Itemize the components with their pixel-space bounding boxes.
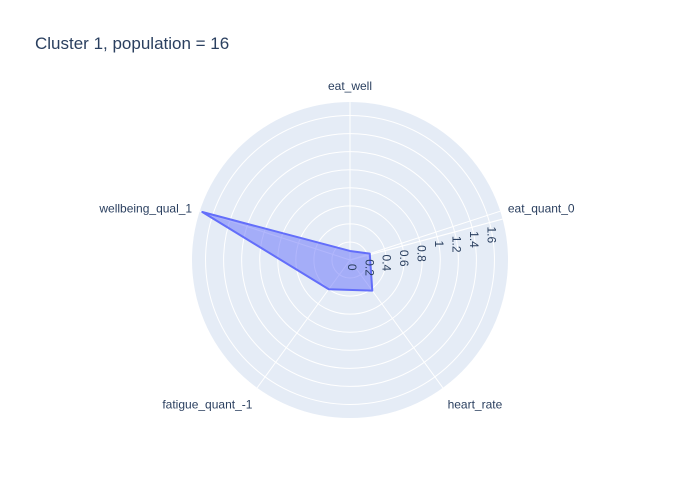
radial-tick-label: 1 — [432, 241, 446, 248]
series-polygon — [201, 211, 374, 292]
radial-tick-label: 1.6 — [484, 226, 498, 243]
radial-tick-label: 0.2 — [362, 259, 376, 276]
radial-tick-label: 1.2 — [450, 236, 464, 253]
radial-tick-label: 0.6 — [397, 250, 411, 267]
chart-title: Cluster 1, population = 16 — [35, 34, 230, 53]
axis-labels: eat_well eat_quant_0 heart_rate fatigue_qua… — [98, 79, 575, 411]
radial-ticks: 0 0.2 0.4 0.6 0.81 1.2 1.4 1.6 — [345, 226, 499, 276]
polar-grid — [199, 102, 503, 405]
axis-label: heart_rate — [448, 397, 503, 411]
radial-tick-label: 1.4 — [467, 231, 481, 248]
series-layer — [201, 211, 374, 292]
axis-label: wellbeing_qual_1 — [98, 202, 192, 216]
axis-label: fatigue_quant_-1 — [162, 397, 252, 411]
grid-spoke — [349, 210, 501, 261]
radial-tick-label: 0.8 — [415, 245, 429, 262]
radial-axis-line — [349, 218, 503, 261]
radial-tick-label: 0.4 — [380, 255, 394, 272]
axis-label: eat_quant_0 — [508, 202, 575, 216]
axis-label: eat_well — [328, 79, 372, 93]
radial-tick-label: 0 — [345, 264, 359, 271]
